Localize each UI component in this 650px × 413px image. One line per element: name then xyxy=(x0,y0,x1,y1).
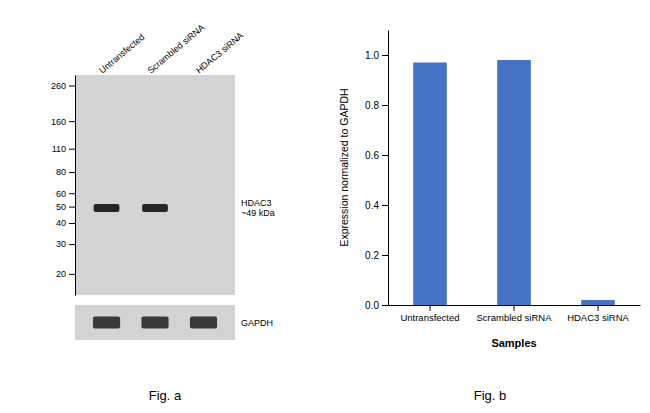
band xyxy=(142,204,168,212)
control-band xyxy=(190,317,217,329)
bar xyxy=(413,63,447,306)
bar xyxy=(497,60,531,305)
lane-label: HDAC3 siRNA xyxy=(194,30,245,75)
tick-mark xyxy=(69,193,75,194)
tick-mark xyxy=(69,86,75,87)
tick-label: 110 xyxy=(52,144,66,154)
tick-mark xyxy=(598,305,599,311)
tick-mark xyxy=(69,121,75,122)
control-strip xyxy=(75,305,235,340)
tick: 30 xyxy=(56,239,75,249)
x-axis-title: Samples xyxy=(491,337,536,349)
band xyxy=(94,204,120,212)
tick: 260 xyxy=(51,81,75,91)
tick-mark xyxy=(382,55,388,56)
tick-label: 30 xyxy=(56,239,66,249)
band-label-line: ~49 kDa xyxy=(241,208,275,218)
tick-mark xyxy=(69,274,75,275)
tick-label: 0.6 xyxy=(365,150,379,161)
tick-label: 260 xyxy=(51,81,66,91)
tick-mark xyxy=(69,223,75,224)
tick-label: 50 xyxy=(56,202,66,212)
tick: 40 xyxy=(56,218,75,228)
tick-label: HDAC3 siRNA xyxy=(567,312,629,323)
tick: 160 xyxy=(51,117,75,127)
tick-mark xyxy=(382,205,388,206)
tick: 0.0 xyxy=(365,300,388,311)
band-label-line: HDAC3 xyxy=(241,198,272,208)
band-label: HDAC3~49 kDa xyxy=(241,198,275,218)
tick-mark xyxy=(382,155,388,156)
tick-mark xyxy=(430,305,431,311)
y-axis-title: Expression normalized to GAPDH xyxy=(338,88,350,246)
tick-mark xyxy=(514,305,515,311)
lane: HDAC3 siRNA xyxy=(194,30,245,75)
tick: 50 xyxy=(56,202,75,212)
axis-line xyxy=(388,31,389,306)
figure: HDAC3~49 kDa GAPDH 260 160 110 80 60 50 40 30 20 Un… xyxy=(0,0,650,413)
tick-label: Scrambled siRNA xyxy=(477,312,553,323)
tick-label: 0.0 xyxy=(365,300,379,311)
tick: HDAC3 siRNA xyxy=(567,305,629,323)
tick: 110 xyxy=(52,144,75,154)
lane: Untransfected xyxy=(97,32,146,76)
tick: 0.2 xyxy=(365,250,388,261)
tick: Untransfected xyxy=(400,305,459,323)
tick-label: 160 xyxy=(51,117,66,127)
tick: 80 xyxy=(56,167,75,177)
tick-mark xyxy=(69,244,75,245)
tick-mark xyxy=(69,207,75,208)
bar xyxy=(581,300,615,305)
axis-line xyxy=(75,76,76,296)
bands xyxy=(93,204,217,328)
tick-label: 0.8 xyxy=(365,100,379,111)
control-band xyxy=(93,317,120,329)
y-axis: 0.0 0.2 0.4 0.6 0.8 1.0 xyxy=(365,31,388,311)
lane-axis: UntransfectedScrambled siRNAHDAC3 siRNA xyxy=(97,22,245,75)
tick-label: 20 xyxy=(56,269,66,279)
tick: Scrambled siRNA xyxy=(477,305,553,323)
tick: 0.8 xyxy=(365,100,388,111)
tick: 0.6 xyxy=(365,150,388,161)
tick-label: 0.4 xyxy=(365,200,379,211)
blot-panel: HDAC3~49 kDa GAPDH 260 160 110 80 60 50 40 30 20 Un… xyxy=(51,22,275,403)
gel xyxy=(75,75,235,295)
tick-mark xyxy=(69,149,75,150)
tick-mark xyxy=(382,105,388,106)
ladder-axis: 260 160 110 80 60 50 40 30 20 xyxy=(51,76,76,296)
title: Fig. b xyxy=(474,388,507,403)
tick-label: 80 xyxy=(56,167,66,177)
tick: 60 xyxy=(56,189,75,199)
tick-mark xyxy=(382,255,388,256)
title: Fig. a xyxy=(149,388,182,403)
bar-panel: 0.0 0.2 0.4 0.6 0.8 1.0 Untransfected Scrambled… xyxy=(338,31,641,404)
annotation: GAPDH xyxy=(241,318,273,328)
tick-mark xyxy=(382,305,388,306)
tick-label: 40 xyxy=(56,218,66,228)
lane-label: Untransfected xyxy=(97,32,146,76)
tick: 1.0 xyxy=(365,50,388,61)
tick: 20 xyxy=(56,269,75,279)
tick-label: 0.2 xyxy=(365,250,379,261)
tick-label: 1.0 xyxy=(365,50,379,61)
tick-label: 60 xyxy=(56,189,66,199)
tick-label: Untransfected xyxy=(400,312,459,323)
bars xyxy=(413,60,615,305)
tick-mark xyxy=(69,172,75,173)
control-band xyxy=(141,317,168,329)
tick: 0.4 xyxy=(365,200,388,211)
x-axis: Untransfected Scrambled siRNA HDAC3 siRNA xyxy=(389,305,641,323)
